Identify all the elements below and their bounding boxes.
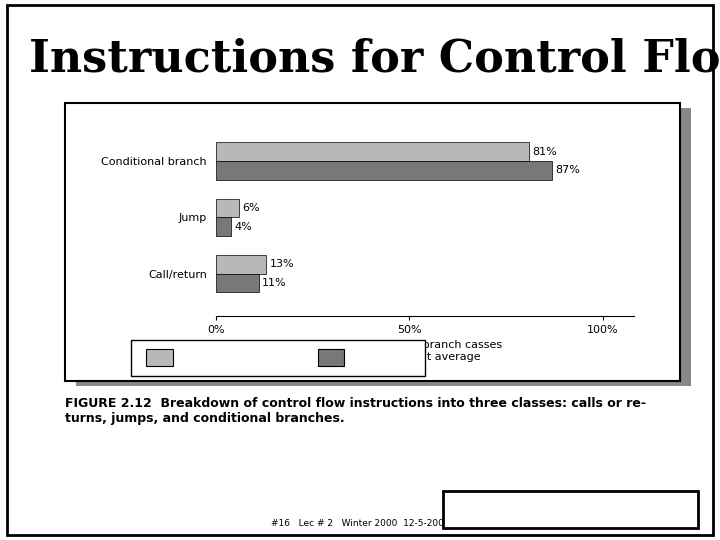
Text: 4%: 4% <box>235 221 252 232</box>
Text: Instructions for Control Flow: Instructions for Control Flow <box>29 38 720 81</box>
X-axis label: Frequency of branch casses: Frequency of branch casses <box>347 341 503 350</box>
Text: FIGURE 2.12  Breakdown of control flow instructions into three classes: calls or: FIGURE 2.12 Breakdown of control flow in… <box>65 397 646 425</box>
Text: Floating-point average: Floating-point average <box>354 352 481 362</box>
Bar <box>216 255 266 274</box>
Bar <box>216 161 552 180</box>
Text: 87%: 87% <box>556 165 580 176</box>
Text: 11%: 11% <box>261 278 287 288</box>
Text: 81%: 81% <box>532 147 557 157</box>
Text: #16   Lec # 2   Winter 2000  12-5-2000: #16 Lec # 2 Winter 2000 12-5-2000 <box>271 519 449 528</box>
Bar <box>146 349 173 366</box>
Text: EECC551 - Shaaban: EECC551 - Shaaban <box>473 501 669 519</box>
Bar <box>216 217 231 236</box>
Text: Integer average: Integer average <box>183 352 272 362</box>
Bar <box>132 340 426 376</box>
Bar <box>216 199 239 217</box>
Text: 6%: 6% <box>243 203 260 213</box>
Bar <box>216 274 258 292</box>
Text: 13%: 13% <box>269 259 294 269</box>
Bar <box>216 143 529 161</box>
Bar <box>318 349 344 366</box>
